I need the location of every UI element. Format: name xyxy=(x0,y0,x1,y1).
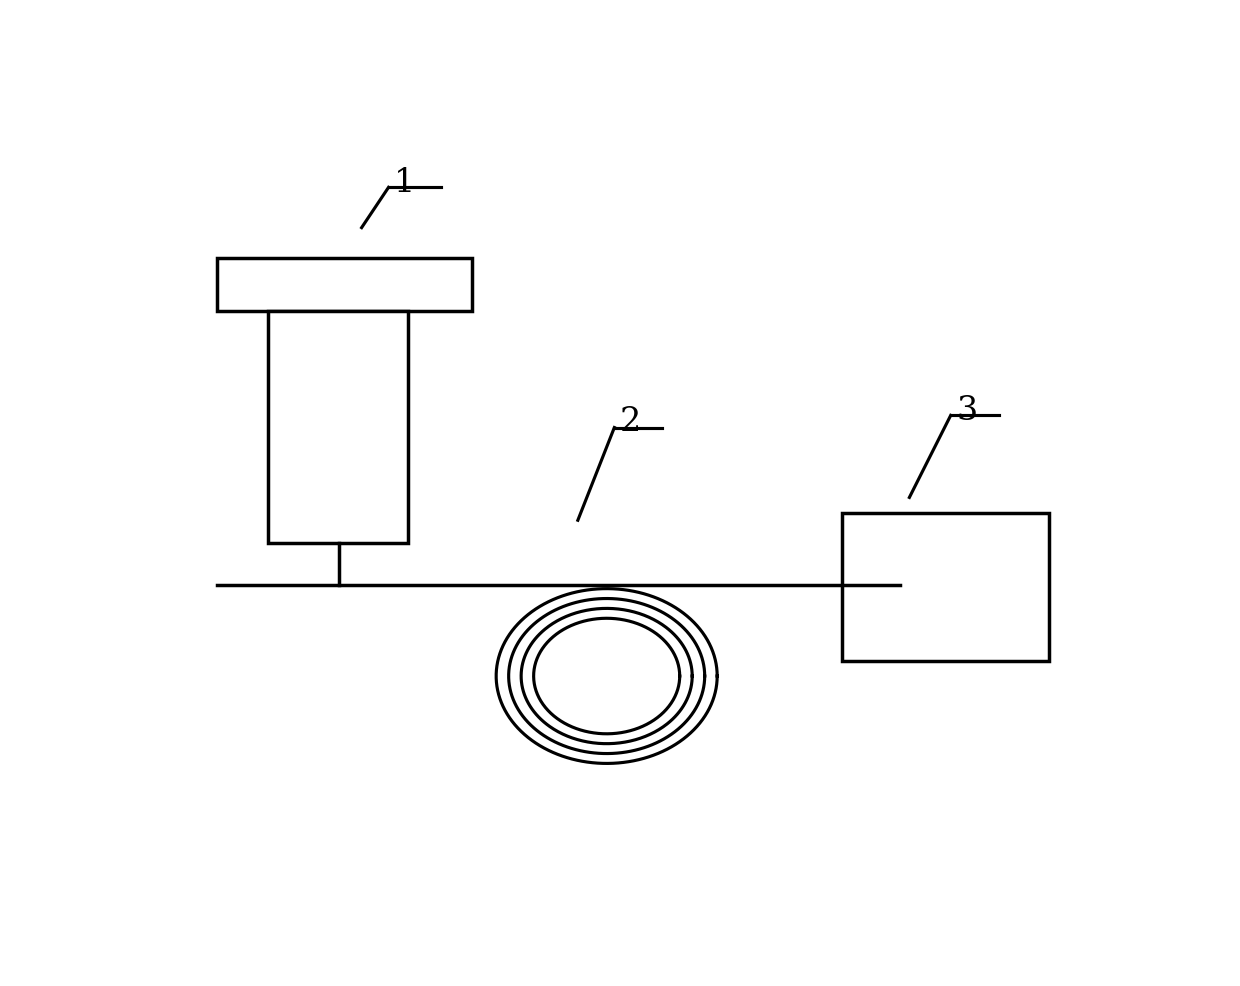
Bar xyxy=(842,513,1049,662)
Bar xyxy=(217,258,472,312)
Text: 2: 2 xyxy=(620,406,641,438)
Text: 1: 1 xyxy=(394,167,415,199)
Text: 3: 3 xyxy=(956,394,977,427)
Bar xyxy=(268,312,408,543)
